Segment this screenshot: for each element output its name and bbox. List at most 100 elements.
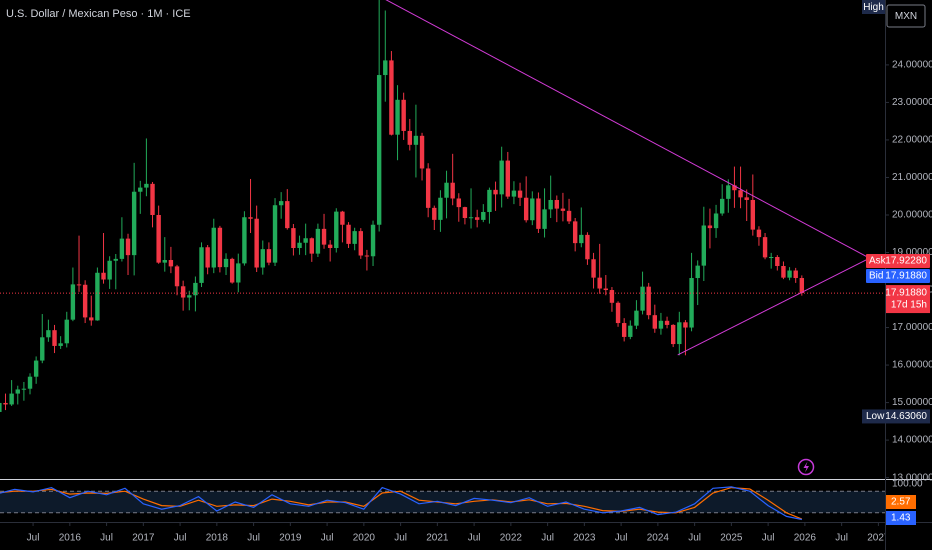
x-tick-label: 2023 (573, 533, 596, 544)
low-badge (862, 409, 930, 424)
candle-body (646, 286, 651, 316)
candle-body (168, 260, 174, 267)
candle-body (389, 60, 394, 135)
candle-body (640, 286, 645, 311)
candle-body (523, 197, 529, 221)
candle-body (174, 266, 180, 287)
candle-body (787, 270, 792, 278)
candle-body (468, 217, 474, 219)
ask-badge (866, 254, 930, 268)
candle-body (499, 160, 504, 195)
y-tick-label: 22.00000 (892, 135, 932, 146)
ask-value: 17.92280 (885, 256, 927, 267)
candle-body (236, 263, 241, 283)
candle-body (334, 211, 339, 249)
candle-body (707, 225, 713, 229)
candle-body (352, 231, 357, 244)
candle-body (781, 266, 786, 278)
candle-body (291, 228, 296, 249)
candle-body (272, 205, 278, 263)
x-tick-label: Jul (615, 533, 628, 544)
x-tick-label: 2022 (500, 533, 523, 544)
x-tick-label: Jul (100, 533, 113, 544)
candle-body (474, 217, 480, 220)
y-tick-label: 16.00000 (892, 360, 932, 371)
candle-body (768, 257, 774, 259)
candle-body (3, 402, 8, 405)
candle-body (621, 323, 627, 337)
candle-body (131, 191, 137, 256)
candle-body (321, 228, 327, 245)
candle-body (738, 190, 743, 198)
x-tick-label: 2017 (132, 533, 155, 544)
last-badge (886, 285, 930, 314)
candle-body (572, 221, 578, 244)
candle-body (217, 227, 223, 268)
x-tick-label: 2021 (426, 533, 449, 544)
candle-body (652, 315, 658, 329)
candle-body (242, 217, 247, 264)
x-tick-label: Jul (321, 533, 334, 544)
candle-body (52, 330, 57, 346)
candle-body (70, 284, 76, 320)
indicator-pane (0, 486, 885, 521)
x-tick-label: Jul (541, 533, 554, 544)
candle-body (89, 317, 94, 321)
candle-body (493, 189, 498, 195)
x-tick-label: Jul (394, 533, 407, 544)
trendline (677, 257, 870, 356)
candle-body (229, 258, 235, 283)
candle-body (677, 322, 682, 345)
candle-body (383, 60, 388, 76)
candle-body (419, 135, 425, 169)
candle-body (597, 277, 602, 289)
price-scale: 13.00000 14.00000 15.00000 16.00000 17.00000… (862, 60, 932, 525)
candle-body (211, 227, 216, 268)
candle-body (615, 302, 621, 324)
candle-body (775, 257, 780, 267)
candle-body (107, 260, 112, 280)
x-tick-label: Jul (174, 533, 187, 544)
candle-body (670, 324, 676, 345)
candle-body (156, 214, 161, 263)
candle-body (750, 199, 756, 230)
candle-body (309, 238, 314, 254)
candle-body (603, 288, 609, 291)
candle-body (101, 272, 106, 280)
candle-body (548, 199, 553, 210)
candle-body (113, 258, 118, 261)
x-tick-label: Jul (835, 533, 848, 544)
indicator-tick-label: 100.00 (892, 479, 923, 490)
candle-body (76, 284, 82, 286)
candle-body (609, 290, 615, 303)
candle-body (364, 255, 370, 257)
indicator-value: 2.57 (891, 497, 911, 508)
candle-body (628, 325, 633, 337)
y-tick-label: 21.00000 (892, 172, 932, 183)
candle-body (119, 238, 125, 259)
candle-body (554, 199, 560, 209)
candle-body (689, 278, 694, 328)
x-tick-label: 2016 (59, 533, 82, 544)
candle-body (395, 99, 400, 135)
candle-body (340, 211, 345, 225)
x-tick-label: 2020 (353, 533, 376, 544)
candle-body (199, 247, 204, 283)
x-tick-label: Jul (247, 533, 260, 544)
candle-body (0, 402, 2, 412)
candle-body (205, 247, 210, 268)
candle-body (530, 198, 535, 221)
low-label: Low (866, 411, 885, 422)
alert-icon[interactable] (797, 458, 815, 476)
last-value: 17.91880 (885, 288, 927, 299)
candle-body (401, 99, 406, 131)
x-tick-label: 2024 (647, 533, 670, 544)
x-tick-label: 2019 (279, 533, 302, 544)
candle-body (658, 320, 664, 329)
currency-box[interactable] (886, 4, 926, 28)
candle-body (27, 376, 33, 389)
candle-body (9, 393, 14, 405)
candle-body (732, 185, 737, 191)
candle-body (511, 190, 517, 197)
